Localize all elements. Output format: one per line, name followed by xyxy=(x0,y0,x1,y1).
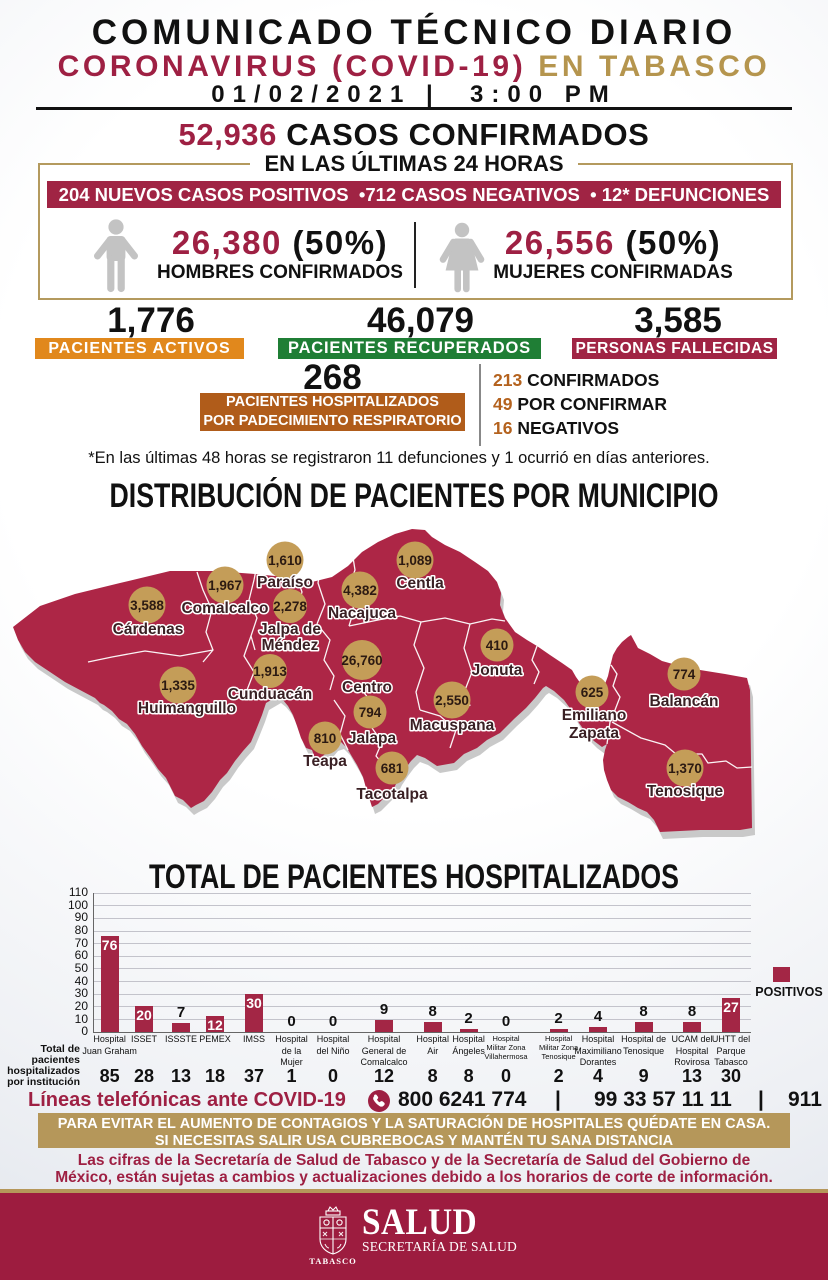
svg-text:774: 774 xyxy=(673,667,696,682)
svg-text:2,278: 2,278 xyxy=(273,599,307,614)
svg-text:Macuspana: Macuspana xyxy=(410,717,495,734)
svg-text:Jonuta: Jonuta xyxy=(472,662,523,679)
svg-text:Emiliano: Emiliano xyxy=(562,707,627,724)
svg-text:Méndez: Méndez xyxy=(262,637,319,654)
svg-text:Nacajuca: Nacajuca xyxy=(328,605,396,622)
svg-text:2,550: 2,550 xyxy=(435,693,469,708)
svg-text:810: 810 xyxy=(314,731,337,746)
svg-text:Huimanguillo: Huimanguillo xyxy=(138,700,236,717)
svg-text:Comalcalco: Comalcalco xyxy=(181,600,268,617)
svg-text:1,913: 1,913 xyxy=(253,664,287,679)
svg-text:Cárdenas: Cárdenas xyxy=(113,621,184,638)
svg-text:Cunduacán: Cunduacán xyxy=(228,686,312,703)
svg-text:794: 794 xyxy=(359,705,382,720)
svg-text:1,335: 1,335 xyxy=(161,678,195,693)
svg-text:Tacotalpa: Tacotalpa xyxy=(356,786,428,803)
svg-text:Zapata: Zapata xyxy=(569,725,619,742)
svg-text:1,967: 1,967 xyxy=(208,578,242,593)
svg-text:Centla: Centla xyxy=(396,575,444,592)
svg-text:3,588: 3,588 xyxy=(130,598,164,613)
svg-text:Tenosique: Tenosique xyxy=(647,783,724,800)
svg-text:Teapa: Teapa xyxy=(303,753,347,770)
svg-text:Paraíso: Paraíso xyxy=(257,574,313,591)
svg-text:Jalpa de: Jalpa de xyxy=(259,621,321,638)
svg-text:26,760: 26,760 xyxy=(341,653,382,668)
svg-text:410: 410 xyxy=(486,638,509,653)
svg-text:1,370: 1,370 xyxy=(668,761,702,776)
svg-text:4,382: 4,382 xyxy=(343,583,377,598)
svg-text:1,610: 1,610 xyxy=(268,553,302,568)
svg-text:Balancán: Balancán xyxy=(650,693,719,710)
svg-text:625: 625 xyxy=(581,685,604,700)
svg-text:Jalapa: Jalapa xyxy=(348,730,397,747)
svg-text:TABASCO: TABASCO xyxy=(309,1256,356,1266)
svg-text:Centro: Centro xyxy=(342,679,392,696)
svg-text:681: 681 xyxy=(381,761,404,776)
svg-text:1,089: 1,089 xyxy=(398,553,432,568)
